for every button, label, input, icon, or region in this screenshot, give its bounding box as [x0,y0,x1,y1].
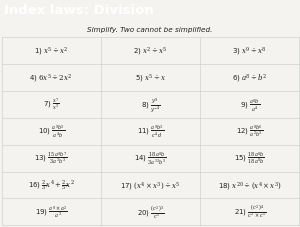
Text: 18) $x^{20} \div (x^4 \times x^3)$: 18) $x^{20} \div (x^4 \times x^3)$ [218,179,282,191]
Text: 15) $\frac{18a^8b}{18a^8b}$: 15) $\frac{18a^8b}{18a^8b}$ [234,150,265,166]
Text: Index laws: Division: Index laws: Division [4,5,154,17]
Text: 3) $x^9 \div x^8$: 3) $x^9 \div x^8$ [232,45,267,57]
Text: 19) $\frac{a^8 \times a^2}{a^3}$: 19) $\frac{a^8 \times a^2}{a^3}$ [35,204,68,220]
Text: 4) $6x^5 \div 2x^2$: 4) $6x^5 \div 2x^2$ [29,72,73,84]
Text: 1) $x^5 \div x^2$: 1) $x^5 \div x^2$ [34,45,68,57]
Text: 2) $x^2 \div x^5$: 2) $x^2 \div x^5$ [133,45,168,57]
Text: 16) $\frac{2}{3}x^4 + \frac{2}{5}x^2$: 16) $\frac{2}{3}x^4 + \frac{2}{5}x^2$ [28,178,75,192]
Text: 7) $\frac{x^7}{x^3}$: 7) $\frac{x^7}{x^3}$ [43,97,59,113]
Text: 14) $\frac{18a^8b}{3a^{13}b^3}$: 14) $\frac{18a^8b}{3a^{13}b^3}$ [134,150,167,167]
Text: 13) $\frac{15a^8b^7}{3a^3b^3}$: 13) $\frac{15a^8b^7}{3a^3b^3}$ [34,150,68,166]
Text: Simplify. Two cannot be simplified.: Simplify. Two cannot be simplified. [87,27,213,33]
Text: 10) $\frac{a^9b^3}{a^4b}$: 10) $\frac{a^9b^3}{a^4b}$ [38,123,65,140]
Text: 9) $\frac{a^8b}{a^4}$: 9) $\frac{a^8b}{a^4}$ [240,96,260,113]
Text: 21) $\frac{(c^2)^4}{c^2 \times c^5}$: 21) $\frac{(c^2)^4}{c^2 \times c^5}$ [233,203,266,220]
Text: 20) $\frac{(c^2)^3}{c^5}$: 20) $\frac{(c^2)^3}{c^5}$ [137,203,164,221]
Text: 17) $(x^4 \times x^3) \div x^5$: 17) $(x^4 \times x^3) \div x^5$ [120,179,181,191]
Text: 8) $\frac{y^9}{y^{-4}}$: 8) $\frac{y^9}{y^{-4}}$ [141,96,160,114]
Text: 12) $\frac{a^8b^6}{a^2b^3}$: 12) $\frac{a^8b^6}{a^2b^3}$ [236,123,263,140]
Text: 11) $\frac{a^9b^3}{c^4d}$: 11) $\frac{a^9b^3}{c^4d}$ [137,123,164,140]
Text: 6) $a^8 \div b^2$: 6) $a^8 \div b^2$ [232,72,268,84]
Text: 5) $x^5 \div x$: 5) $x^5 \div x$ [135,72,166,84]
